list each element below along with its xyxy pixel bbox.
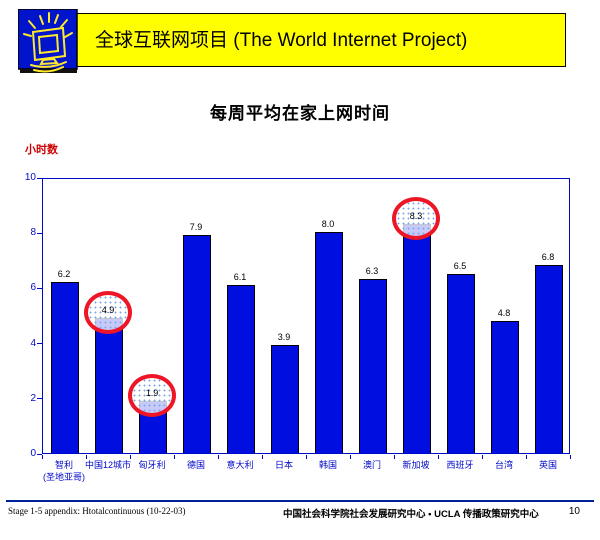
y-tick-label: 6 [30, 282, 36, 294]
x-tick-mark [482, 455, 483, 459]
y-tick-mark [37, 232, 42, 234]
x-tick-mark [526, 455, 527, 459]
x-tick-mark [42, 455, 43, 459]
highlight-circle [392, 196, 440, 240]
x-category-label: 英国 [538, 460, 557, 470]
x-tick-mark [262, 455, 263, 459]
bar-value-label: 6.2 [57, 268, 71, 279]
bar-8 [403, 223, 431, 453]
y-tick-label: 4 [30, 337, 36, 349]
y-tick-label: 8 [30, 227, 36, 239]
bar-value-label: 4.9 [101, 304, 115, 315]
bar-value-label: 6.3 [365, 266, 379, 277]
x-category-label: 澳门 [362, 460, 381, 470]
highlight-circle [84, 290, 132, 334]
bar-10 [491, 320, 519, 453]
y-tick-mark [37, 398, 42, 400]
x-tick-mark [394, 455, 395, 459]
bar-6 [315, 232, 343, 453]
bar-value-label: 8.3 [409, 210, 423, 221]
header-title: 全球互联网项目 (The World Internet Project) [95, 30, 468, 51]
y-tick-label: 0 [30, 448, 36, 459]
footer-organizations: 中国社会科学院社会发展研究中心 • UCLA 传播政策研究中心 [283, 509, 539, 520]
bar-value-label: 8.0 [321, 219, 335, 230]
x-tick-mark [350, 455, 351, 459]
bar-3 [183, 234, 211, 453]
page-number: 10 [568, 506, 580, 517]
x-category-label: 台湾 [494, 460, 513, 470]
x-category-label: 智利 (圣地亚哥) [43, 460, 85, 482]
x-tick-mark [174, 455, 175, 459]
x-category-label: 匈牙利 [138, 460, 166, 470]
bar-0 [51, 281, 79, 453]
bar-value-label: 6.8 [541, 252, 555, 263]
bar-9 [447, 273, 475, 453]
y-tick-label: 10 [24, 172, 36, 183]
bar-value-label: 4.8 [497, 307, 511, 318]
x-category-label: 日本 [274, 460, 293, 470]
x-category-label: 新加坡 [402, 460, 430, 470]
slide-title: 每周平均在家上网时间 [210, 104, 390, 123]
x-tick-mark [86, 455, 87, 459]
x-tick-mark [218, 455, 219, 459]
x-category-label: 西班牙 [446, 460, 474, 470]
y-tick-mark [37, 453, 42, 455]
header-banner: 全球互联网项目 (The World Internet Project) [30, 13, 566, 67]
y-tick-mark [37, 177, 42, 179]
bar-value-label: 6.5 [453, 260, 467, 271]
bar-value-label: 3.9 [277, 332, 291, 343]
bar-1 [95, 317, 123, 453]
footer-source-note: Stage 1-5 appendix: Htotalcontinuous (10… [8, 506, 186, 516]
y-tick-mark [37, 287, 42, 289]
bar-4 [227, 284, 255, 453]
x-category-label: 中国12城市 [84, 460, 131, 470]
x-tick-mark [130, 455, 131, 459]
x-tick-mark [570, 455, 571, 459]
x-tick-mark [438, 455, 439, 459]
x-category-label: 意大利 [226, 460, 254, 470]
bar-value-label: 6.1 [233, 271, 247, 282]
y-axis-unit-label: 小时数 [25, 144, 58, 156]
bar-5 [271, 345, 299, 453]
bar-11 [535, 265, 563, 453]
x-tick-mark [306, 455, 307, 459]
bar-value-label: 7.9 [189, 221, 203, 232]
shining-monitor-icon [18, 9, 78, 73]
x-category-label: 韩国 [318, 460, 337, 470]
y-tick-label: 2 [30, 392, 36, 404]
bar-7 [359, 279, 387, 453]
footer-divider [6, 500, 594, 502]
highlight-circle [128, 373, 176, 417]
x-category-label: 德国 [186, 460, 205, 470]
y-tick-mark [37, 343, 42, 345]
bar-value-label: 1.9 [145, 387, 159, 398]
